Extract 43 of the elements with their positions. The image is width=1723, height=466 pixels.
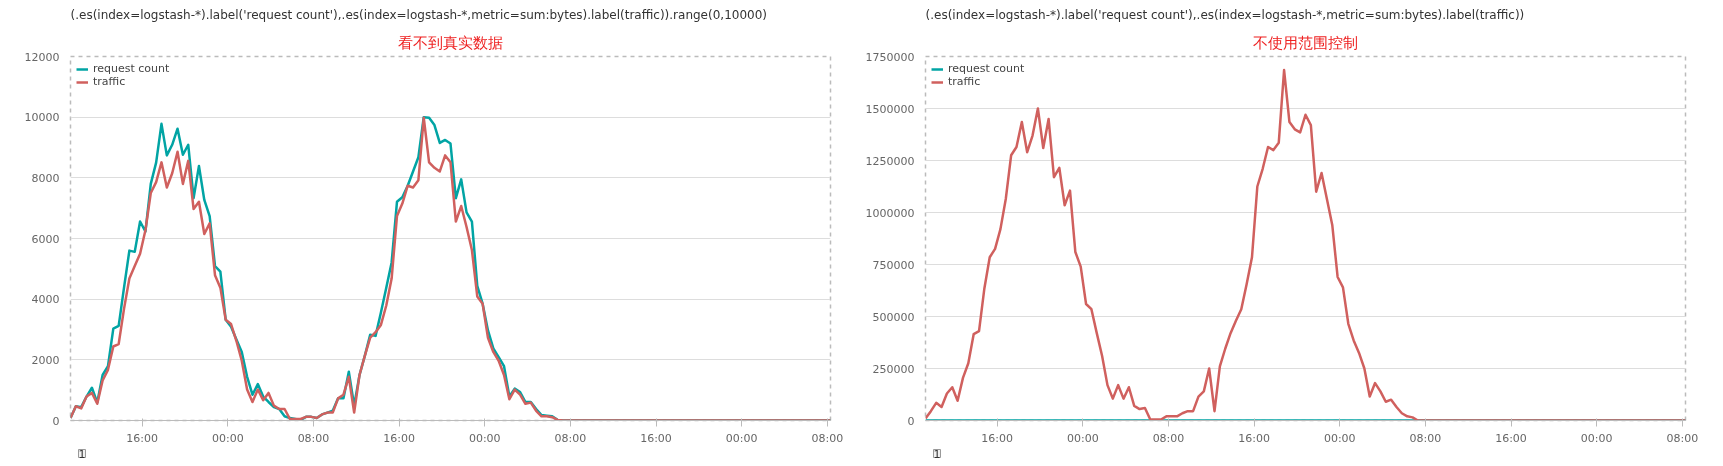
- x-tick-label: 00:00: [1580, 431, 1613, 445]
- x-tick-label: 08:00: [1409, 431, 1442, 445]
- x-tick-label: 16:00: [640, 431, 672, 445]
- y-tick-label: 0: [907, 414, 915, 428]
- y-tick-label: 2000: [31, 353, 60, 367]
- y-tick-label: 1750000: [865, 50, 915, 64]
- x-tick-label: 00:00: [1323, 431, 1356, 445]
- y-tick-label: 4000: [31, 293, 60, 307]
- x-tick-label: 16:00: [1238, 431, 1270, 445]
- x-tick-label: 08:00: [554, 431, 587, 445]
- x-tick-label: 16:00: [126, 431, 159, 445]
- chart-title: (.es(index=logstash-*).label('request count'),.es(index=logstash-*,metric=sum:bytes).label(traffic)): [925, 7, 1525, 22]
- y-tick-label: 750000: [872, 258, 915, 272]
- legend-label: request count: [93, 62, 170, 75]
- x-tick-label: 08:00: [297, 431, 330, 445]
- x-tick-label: 00:00: [212, 431, 244, 445]
- y-tick-label: 1500000: [865, 102, 915, 116]
- x-tick-label: 16:00: [981, 431, 1014, 445]
- y-tick-label: 1000000: [865, 206, 915, 220]
- y-tick-label: 6000: [31, 232, 60, 246]
- text: 1: [78, 447, 86, 461]
- chart-title: (.es(index=logstash-*).label('request count'),.es(index=logstash-*,metric=sum:bytes).label(traffic)).range(0,10000): [70, 7, 767, 22]
- text: 1: [933, 447, 941, 461]
- text: 不使用范围控制: [1253, 33, 1358, 52]
- y-tick-label: 250000: [872, 362, 915, 376]
- legend-label: traffic: [948, 75, 981, 88]
- legend-label: request count: [948, 62, 1025, 75]
- y-tick-label: 1250000: [865, 154, 915, 168]
- x-tick-label: 00:00: [1067, 431, 1099, 445]
- y-tick-label: 500000: [872, 310, 915, 324]
- legend-label: traffic: [93, 75, 126, 88]
- x-tick-label: 08:00: [1666, 431, 1699, 445]
- text: 看不到真实数据: [398, 33, 503, 52]
- x-tick-label: 16:00: [1495, 431, 1527, 445]
- y-tick-label: 12000: [24, 50, 60, 64]
- y-tick-label: 0: [52, 414, 60, 428]
- x-tick-label: 00:00: [468, 431, 501, 445]
- y-tick-label: 10000: [24, 111, 60, 125]
- x-tick-label: 08:00: [811, 431, 844, 445]
- x-tick-label: 00:00: [725, 431, 758, 445]
- y-tick-label: 8000: [31, 171, 60, 185]
- x-tick-label: 08:00: [1152, 431, 1185, 445]
- x-tick-label: 16:00: [383, 431, 415, 445]
